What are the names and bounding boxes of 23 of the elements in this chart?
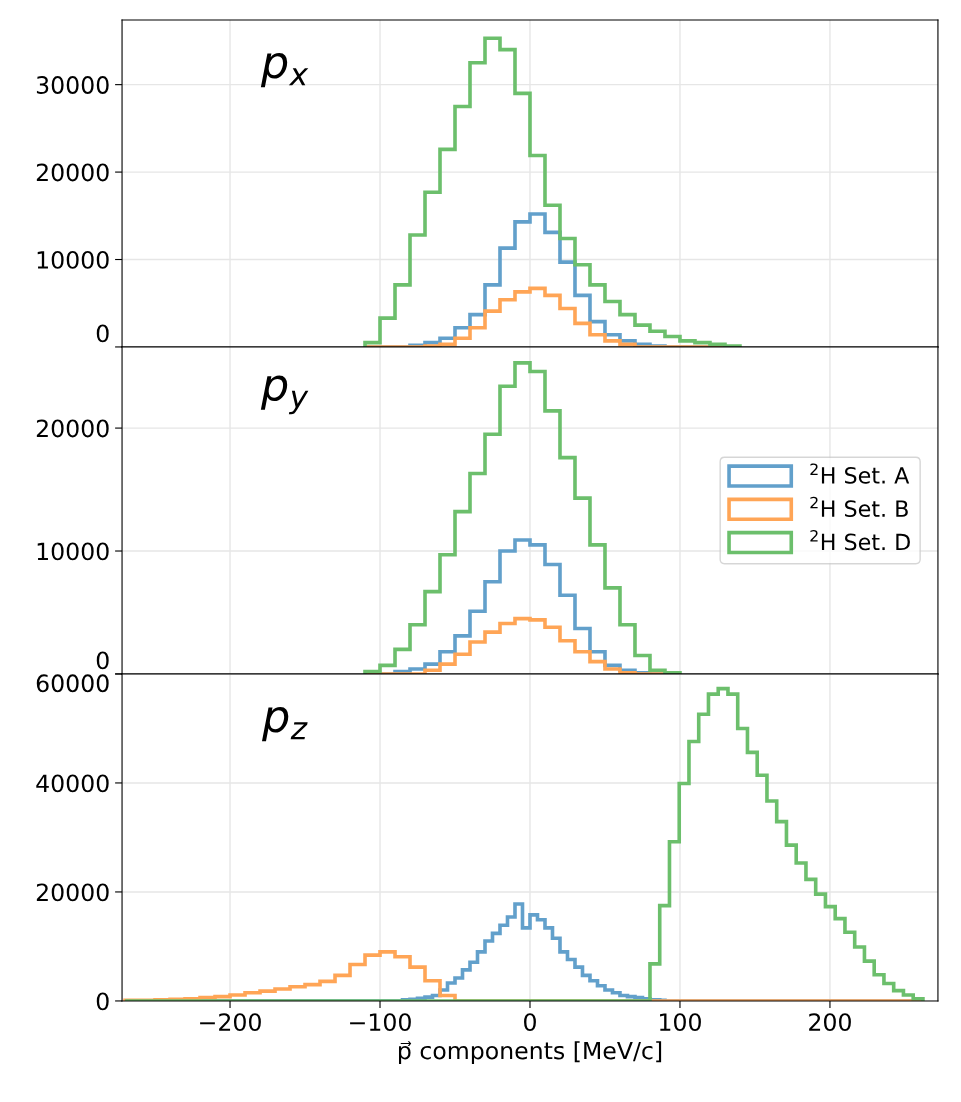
y-tick-label: 20000 — [36, 419, 109, 438]
y-tick-label: 0 — [96, 651, 109, 670]
x-tick-label: −100 — [350, 1013, 411, 1032]
y-tick-label: 20000 — [36, 883, 109, 902]
y-tick-label: 0 — [96, 992, 109, 1011]
y-tick-label: 10000 — [37, 542, 109, 561]
x-tick-label: 100 — [660, 1013, 701, 1032]
x-tick-label: 0 — [524, 1013, 536, 1032]
y-tick-label: 10000 — [37, 250, 109, 269]
legend-label: $^{2}$H Set. A — [810, 463, 910, 484]
x-tick-label: −200 — [200, 1013, 261, 1032]
annotation: p$_{x}$ — [260, 53, 309, 88]
y-tick-label: 0 — [96, 324, 109, 343]
legend-label: $^{2}$H Set. D — [810, 529, 910, 551]
y-tick-label: 20000 — [36, 163, 109, 182]
y-tick-label: 60000 — [36, 674, 109, 693]
legend-label: $^{2}$H Set. B — [810, 496, 908, 518]
x-tick-label: 200 — [809, 1013, 851, 1032]
y-tick-label: 40000 — [36, 774, 109, 793]
annotation: p$_{y}$ — [260, 375, 309, 415]
annotation: p$_{z}$ — [261, 707, 308, 742]
y-tick-label: 30000 — [36, 76, 109, 94]
x-axis-title: p⃗ components [MeV/c] — [398, 1041, 662, 1065]
